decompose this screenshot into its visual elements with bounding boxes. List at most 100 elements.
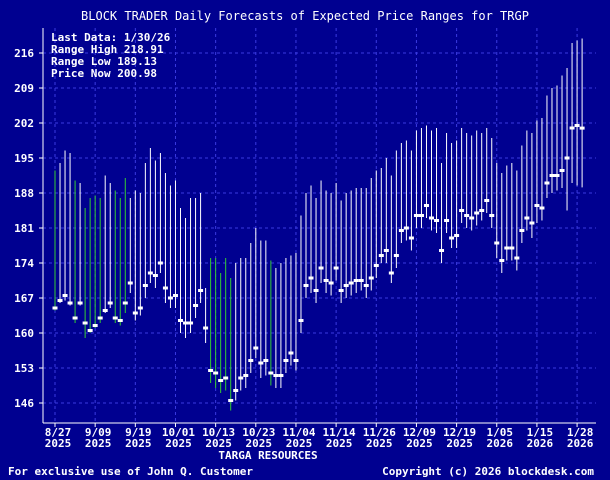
x-tick-label: 12/19 (443, 426, 476, 439)
close-marker (529, 221, 535, 225)
y-tick-label: 160 (14, 327, 34, 340)
close-marker (193, 304, 199, 307)
close-marker (268, 371, 274, 375)
close-marker (489, 214, 495, 217)
close-marker (162, 286, 168, 290)
close-marker (469, 216, 475, 220)
close-marker (308, 276, 314, 280)
x-tick-year: 2025 (45, 437, 72, 450)
close-marker (188, 321, 194, 325)
x-tick-label: 9/09 (85, 426, 112, 439)
x-tick-label: 1/28 (567, 426, 594, 439)
close-marker (474, 211, 480, 215)
close-marker (52, 306, 58, 310)
close-marker (514, 256, 520, 260)
x-tick-year: 2025 (446, 437, 473, 450)
close-marker (238, 376, 244, 380)
y-tick-label: 216 (14, 47, 34, 60)
close-marker (373, 264, 379, 267)
close-marker (368, 276, 374, 280)
y-tick-label: 167 (14, 292, 34, 305)
x-tick-label: 12/09 (403, 426, 436, 439)
close-marker (288, 351, 294, 355)
close-marker (77, 301, 83, 305)
x-tick-year: 2026 (567, 437, 594, 450)
x-tick-label: 10/13 (202, 426, 235, 439)
info-range-low: Range Low 189.13 (51, 55, 157, 68)
close-marker (82, 321, 88, 325)
close-marker (449, 236, 455, 240)
close-marker (383, 249, 389, 252)
y-axis: 146 153 160 167 174 181 188 195 202 209 216 (14, 28, 44, 423)
x-tick-year: 2025 (286, 437, 313, 450)
close-marker (178, 319, 183, 322)
close-marker (479, 209, 485, 212)
close-marker (418, 214, 424, 217)
close-marker (283, 359, 289, 362)
close-marker (137, 306, 143, 310)
close-marker (564, 156, 570, 160)
close-marker (258, 361, 264, 365)
close-marker (484, 199, 490, 202)
close-marker (253, 346, 259, 350)
close-marker (338, 289, 344, 292)
close-marker (243, 374, 249, 377)
close-marker (313, 289, 319, 292)
x-tick-year: 2025 (406, 437, 433, 450)
close-marker (87, 329, 93, 332)
info-price-now: Price Now 200.98 (51, 67, 157, 80)
close-marker (328, 281, 334, 285)
y-tick-label: 174 (14, 257, 34, 270)
close-marker (519, 229, 525, 232)
close-marker (167, 296, 173, 300)
close-marker (499, 259, 505, 262)
x-tick-year: 2025 (246, 437, 273, 450)
close-marker (142, 284, 148, 287)
close-marker (323, 279, 329, 282)
x-tick-label: 9/19 (125, 426, 152, 439)
close-marker (208, 369, 214, 372)
y-tick-label: 209 (14, 82, 34, 95)
close-marker (233, 389, 239, 392)
x-tick-label: 1/05 (487, 426, 514, 439)
close-marker (263, 359, 269, 362)
close-marker (122, 301, 128, 305)
close-marker (318, 266, 324, 270)
close-marker (152, 274, 158, 277)
close-marker (343, 284, 349, 287)
y-tick-label: 195 (14, 152, 34, 165)
close-marker (127, 281, 133, 285)
close-marker (524, 216, 530, 220)
close-marker (348, 281, 354, 285)
close-marker (102, 309, 108, 312)
close-marker (92, 324, 98, 327)
close-marker (544, 181, 550, 185)
company-name: TARGA RESOURCES (218, 449, 317, 462)
chart-title: BLOCK TRADER Daily Forecasts of Expected… (81, 9, 529, 23)
x-tick-label: 11/04 (282, 426, 315, 439)
close-marker (57, 299, 63, 302)
close-marker (147, 271, 153, 275)
y-tick-label: 202 (14, 117, 34, 130)
close-marker (549, 174, 555, 177)
close-marker (439, 249, 445, 252)
close-marker (293, 359, 299, 362)
x-tick-year: 2025 (125, 437, 152, 450)
close-marker (574, 124, 580, 127)
x-tick-year: 2025 (326, 437, 353, 450)
close-marker (393, 254, 399, 257)
x-tick-year: 2026 (527, 437, 554, 450)
close-marker (107, 301, 113, 305)
close-marker (534, 204, 540, 207)
close-marker (278, 374, 284, 377)
close-marker (353, 279, 359, 282)
close-marker (388, 271, 394, 275)
y-tick-label: 146 (14, 397, 34, 410)
close-marker (67, 301, 73, 305)
close-marker (464, 214, 470, 217)
close-marker (62, 294, 68, 297)
info-last-data: Last Data: 1/30/26 (51, 31, 171, 44)
range-bars (52, 38, 585, 411)
close-marker (378, 254, 384, 257)
